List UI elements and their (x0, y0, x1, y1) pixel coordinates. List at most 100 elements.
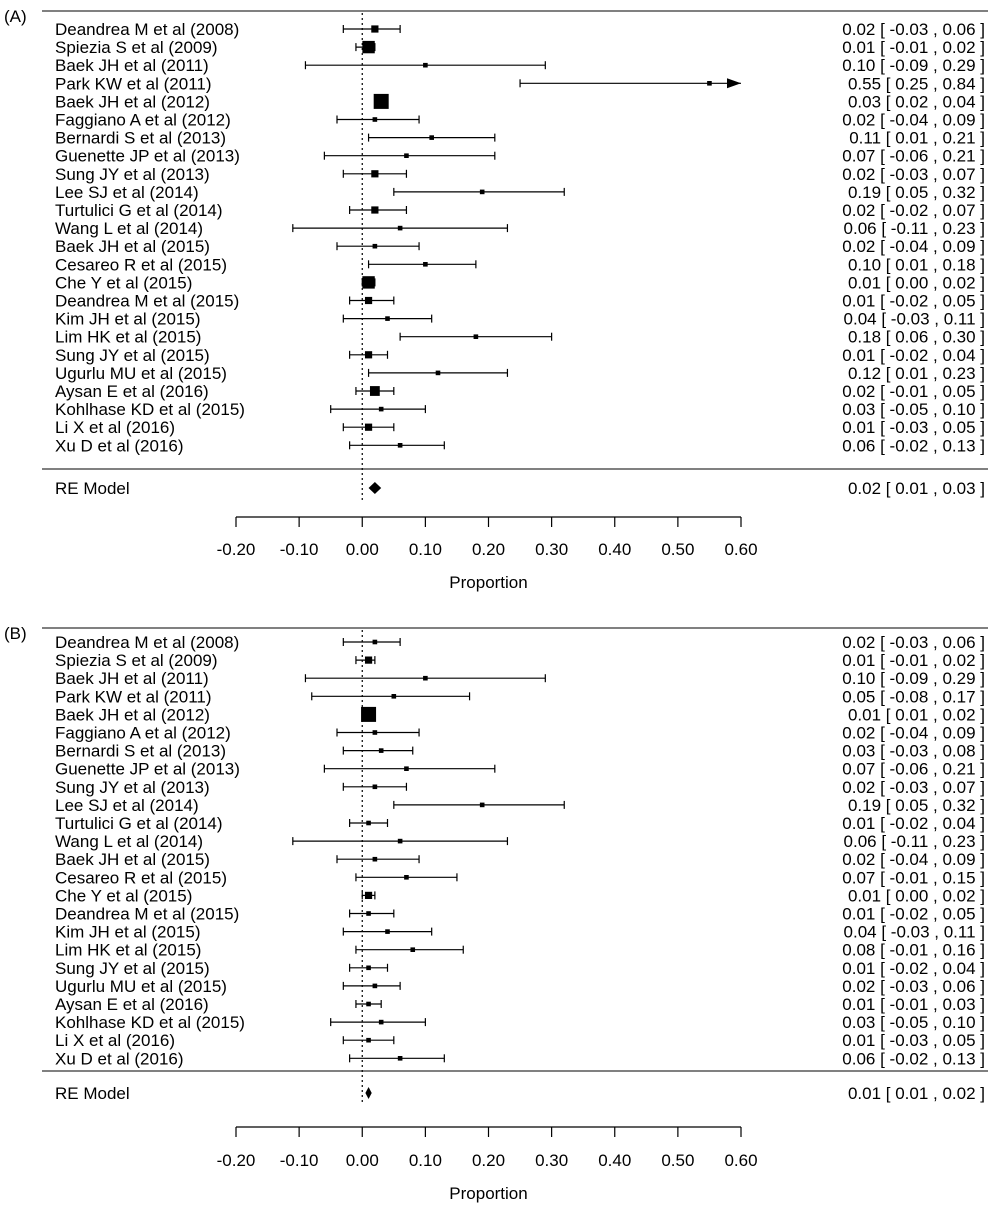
study-label: Ugurlu MU et al (2015) (55, 364, 227, 383)
x-axis-tick-label: 0.50 (661, 540, 694, 559)
x-axis-tick-label: 0.30 (535, 1151, 568, 1170)
x-axis-tick-label: 0.30 (535, 540, 568, 559)
study-label: Baek JH et al (2015) (55, 850, 210, 869)
x-axis-tick-label: 0.50 (661, 1151, 694, 1170)
study-label: Turtulici G et al (2014) (55, 201, 223, 220)
x-axis-tick-label: -0.20 (217, 1151, 256, 1170)
study-estimate-text: 0.02 [ -0.03 , 0.06 ] (842, 20, 985, 39)
study-label: Cesareo R et al (2015) (55, 255, 227, 274)
study-estimate-text: 0.01 [ -0.01 , 0.03 ] (842, 995, 985, 1014)
study-label: Kohlhase KD et al (2015) (55, 400, 245, 419)
x-axis-tick-label: 0.40 (598, 1151, 631, 1170)
study-estimate-text: 0.03 [ -0.03 , 0.08 ] (842, 742, 985, 761)
study-point-estimate (404, 766, 409, 771)
study-estimate-text: 0.02 [ -0.03 , 0.06 ] (842, 977, 985, 996)
summary-label: RE Model (55, 479, 130, 498)
study-label: Ugurlu MU et al (2015) (55, 977, 227, 996)
study-point-estimate (410, 947, 416, 952)
study-label: Deandrea M et al (2015) (55, 905, 239, 924)
study-estimate-text: 0.55 [ 0.25 , 0.84 ] (848, 74, 985, 93)
x-axis-tick-label: 0.10 (409, 540, 442, 559)
study-label: Lee SJ et al (2014) (55, 183, 199, 202)
summary-label: RE Model (55, 1084, 130, 1103)
study-label: Sung JY et al (2015) (55, 346, 210, 365)
study-estimate-text: 0.02 [ -0.04 , 0.09 ] (842, 237, 985, 256)
study-estimate-text: 0.01 [ -0.02 , 0.04 ] (842, 959, 985, 978)
study-estimate-text: 0.08 [ -0.01 , 0.16 ] (842, 941, 985, 960)
study-estimate-text: 0.06 [ -0.02 , 0.13 ] (842, 1049, 985, 1068)
x-axis-tick-label: 0.20 (472, 540, 505, 559)
study-estimate-text: 0.01 [ -0.01 , 0.02 ] (842, 38, 985, 57)
panel-label: (A) (4, 7, 27, 26)
study-label: Park KW et al (2011) (55, 687, 212, 706)
study-estimate-text: 0.05 [ -0.08 , 0.17 ] (842, 687, 985, 706)
study-point-estimate (435, 370, 441, 376)
study-point-estimate (371, 170, 379, 178)
study-point-estimate (372, 784, 378, 790)
study-point-estimate (423, 675, 428, 681)
x-axis-tick-label: 0.60 (724, 1151, 757, 1170)
study-label: Kim JH et al (2015) (55, 310, 201, 329)
study-point-estimate (397, 225, 403, 231)
x-axis-tick-label: 0.20 (472, 1151, 505, 1170)
study-estimate-text: 0.11 [ 0.01 , 0.21 ] (849, 129, 985, 148)
study-label: Xu D et al (2016) (55, 1049, 184, 1068)
study-point-estimate (404, 875, 409, 880)
study-point-estimate (707, 81, 712, 86)
study-estimate-text: 0.02 [ -0.01 , 0.05 ] (842, 382, 985, 401)
study-ci-arrow (727, 78, 741, 89)
study-point-estimate (369, 386, 380, 396)
study-estimate-text: 0.07 [ -0.06 , 0.21 ] (842, 147, 985, 166)
study-label: Xu D et al (2016) (55, 436, 184, 455)
x-axis-tick-label: 0.00 (346, 540, 379, 559)
study-point-estimate (378, 1019, 384, 1025)
study-estimate-text: 0.10 [ 0.01 , 0.18 ] (848, 255, 985, 274)
x-axis-tick-label: 0.40 (598, 540, 631, 559)
study-point-estimate (366, 1001, 371, 1007)
study-label: Deandrea M et al (2008) (55, 633, 239, 652)
study-label: Spiezia S et al (2009) (55, 651, 218, 670)
study-point-estimate (362, 276, 375, 289)
study-estimate-text: 0.10 [ -0.09 , 0.29 ] (842, 56, 985, 75)
study-estimate-text: 0.06 [ -0.02 , 0.13 ] (842, 436, 985, 455)
study-label: Wang L et al (2014) (55, 219, 203, 238)
summary-estimate-text: 0.02 [ 0.01 , 0.03 ] (848, 479, 985, 498)
study-point-estimate (391, 694, 397, 699)
study-estimate-text: 0.12 [ 0.01 , 0.23 ] (848, 364, 985, 383)
study-label: Wang L et al (2014) (55, 832, 203, 851)
study-label: Sung JY et al (2015) (55, 959, 210, 978)
study-estimate-text: 0.02 [ -0.04 , 0.09 ] (842, 111, 985, 130)
study-label: Baek JH et al (2012) (55, 92, 210, 111)
study-point-estimate (372, 856, 378, 862)
study-label: Deandrea M et al (2008) (55, 20, 239, 39)
study-estimate-text: 0.01 [ -0.02 , 0.04 ] (842, 814, 985, 833)
study-label: Lee SJ et al (2014) (55, 796, 199, 815)
study-label: Kohlhase KD et al (2015) (55, 1013, 245, 1032)
study-point-estimate (473, 334, 479, 339)
study-estimate-text: 0.06 [ -0.11 , 0.23 ] (844, 219, 985, 238)
study-label: Baek JH et al (2011) (55, 56, 209, 75)
study-estimate-text: 0.06 [ -0.11 , 0.23 ] (844, 832, 985, 851)
forest-plot-panel-b: (B) Deandrea M et al (2008) 0.02 [ -0.03 ,… (4, 624, 988, 1203)
study-point-estimate (378, 748, 384, 753)
x-axis-tick-label: -0.20 (217, 540, 256, 559)
study-estimate-text: 0.02 [ -0.03 , 0.07 ] (842, 165, 985, 184)
summary-diamond (368, 482, 382, 494)
study-point-estimate (366, 965, 371, 971)
study-label: Che Y et al (2015) (55, 273, 192, 292)
study-estimate-text: 0.02 [ -0.03 , 0.07 ] (842, 778, 985, 797)
study-point-estimate (397, 838, 403, 844)
study-label: Cesareo R et al (2015) (55, 868, 227, 887)
study-label: Kim JH et al (2015) (55, 923, 201, 942)
study-estimate-text: 0.01 [ -0.03 , 0.05 ] (842, 1031, 985, 1050)
summary-diamond (365, 1087, 372, 1099)
study-estimate-text: 0.01 [ -0.02 , 0.05 ] (842, 292, 985, 311)
study-label: Aysan E et al (2016) (55, 995, 209, 1014)
study-estimate-text: 0.02 [ -0.03 , 0.06 ] (842, 633, 985, 652)
study-point-estimate (371, 206, 379, 214)
study-point-estimate (364, 656, 373, 664)
study-point-estimate (397, 443, 403, 448)
x-axis-title: Proportion (449, 1184, 527, 1203)
study-label: Faggiano A et al (2012) (55, 111, 231, 130)
